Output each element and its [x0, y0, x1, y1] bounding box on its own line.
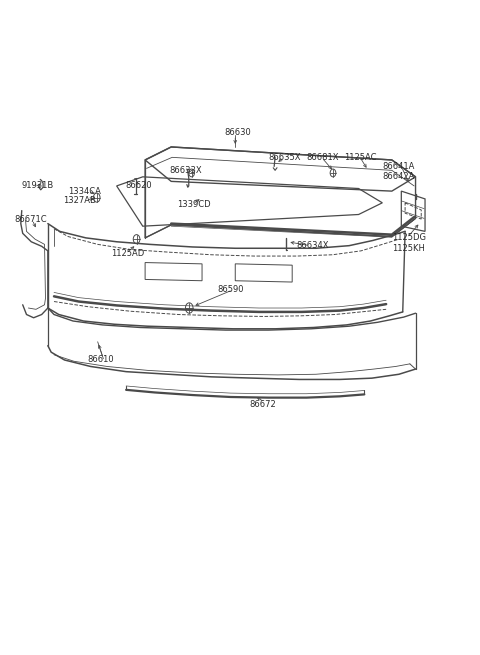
Text: 1125KH: 1125KH [392, 244, 425, 253]
Text: 86590: 86590 [217, 286, 244, 294]
Text: 1125DG: 1125DG [392, 233, 426, 242]
Text: 86681X: 86681X [306, 153, 339, 162]
Text: 86633X: 86633X [170, 166, 203, 175]
Text: 1125AC: 1125AC [344, 153, 377, 162]
Text: 91931B: 91931B [22, 181, 54, 191]
Text: 1125AD: 1125AD [111, 249, 144, 258]
Text: 86641A: 86641A [383, 162, 415, 171]
Text: 86635X: 86635X [268, 153, 301, 162]
Text: 86620: 86620 [125, 181, 152, 191]
Text: 86671C: 86671C [14, 215, 47, 224]
Text: 1339CD: 1339CD [178, 200, 211, 208]
Text: 1334CA: 1334CA [68, 187, 101, 196]
Text: 1327AB: 1327AB [63, 196, 96, 205]
Text: 86642A: 86642A [383, 172, 415, 181]
Text: 86610: 86610 [87, 356, 114, 364]
Text: 86630: 86630 [225, 128, 252, 137]
Text: 86672: 86672 [250, 400, 276, 409]
Text: 86634X: 86634X [296, 241, 328, 250]
